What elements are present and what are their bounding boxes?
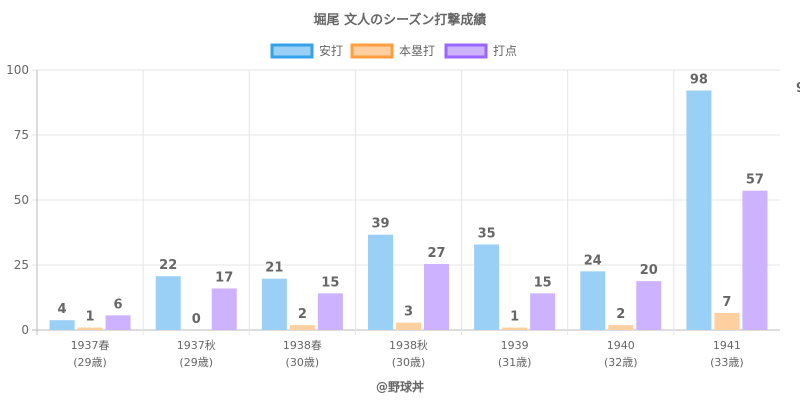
data-label: 21 [265,261,283,276]
bar-安打 [261,278,287,330]
x-axis-label: @野球丼 [376,379,424,394]
data-label: 1 [510,310,519,325]
chart-title: 堀尾 文人のシーズン打撃成績 [314,12,487,28]
data-label: 4 [58,302,67,317]
x-tick-sublabel: (30歳) [286,356,320,369]
data-label: 24 [584,253,602,268]
x-tick-sublabel: (29歳) [179,356,213,369]
bar-安打 [474,244,500,330]
bar-本塁打 [608,325,634,330]
x-tick-sublabel: (32歳) [604,356,638,369]
data-label: 15 [534,275,552,290]
bar-本塁打 [714,312,740,330]
data-label: 17 [215,270,233,285]
bar-打点 [211,288,237,330]
bar-本塁打 [396,322,421,330]
grid: 0 25 50 75 100 1937春 (29歳) 1937秋 (29歳) 1938春 (30歳)… [6,63,780,369]
data-label: 22 [159,258,177,273]
x-tick-label: 1937秋 [177,338,216,352]
data-label: 27 [427,246,445,261]
bar-打点 [105,315,131,330]
bar-打点 [742,190,768,330]
legend-label: 本塁打 [399,44,435,58]
x-tick-label: 1939 [501,339,529,352]
bar-安打 [155,276,181,330]
x-tick-sublabel: (30歳) [392,356,426,369]
data-label: 2 [616,307,625,322]
data-label: 98 [690,72,708,87]
data-label: 6 [114,297,123,312]
x-tick-label: 1940 [607,339,635,352]
y-tick-label: 0 [21,323,29,337]
bar-打点 [636,281,662,330]
legend-swatch [270,43,314,59]
data-label: 57 [746,173,764,188]
bar-安打 [686,90,712,330]
x-tick-label: 1938春 [283,339,322,352]
bar-安打 [580,271,606,330]
data-label: 1 [86,310,95,325]
x-tick-label: 1941 [713,339,741,352]
legend-swatch [350,43,394,59]
x-tick-label: 1937春 [71,339,110,352]
data-label: 2 [298,307,307,322]
data-label: 20 [640,263,658,278]
y-tick-label: 100 [6,63,29,77]
data-label: 0 [192,312,201,327]
bar-打点 [424,264,449,330]
data-label: 39 [371,217,389,232]
y-tick-label: 50 [14,193,29,207]
bar-打点 [317,293,343,330]
bar-本塁打 [77,327,103,330]
bar-本塁打 [502,327,528,330]
bar-安打 [368,234,393,330]
bar-本塁打 [289,325,315,330]
legend: 安打 本塁打 打点 [270,43,517,59]
y-tick-label: 25 [14,258,29,272]
x-tick-label: 1938秋 [389,338,428,352]
legend-label: 打点 [493,44,517,58]
y-tick-label: 75 [14,128,29,142]
data-label: 35 [478,226,496,241]
data-label: 7 [722,295,731,310]
legend-swatch [444,43,488,59]
data-label: 15 [321,275,339,290]
bar-安打 [49,320,75,330]
x-tick-sublabel: (31歳) [498,356,532,369]
data-label: 3 [404,305,413,320]
x-tick-sublabel: (29歳) [73,356,107,369]
legend-label: 安打 [319,43,343,58]
x-tick-sublabel: (33歳) [710,356,744,369]
bar-打点 [530,293,556,330]
stray-data-label: 9 [796,81,800,96]
